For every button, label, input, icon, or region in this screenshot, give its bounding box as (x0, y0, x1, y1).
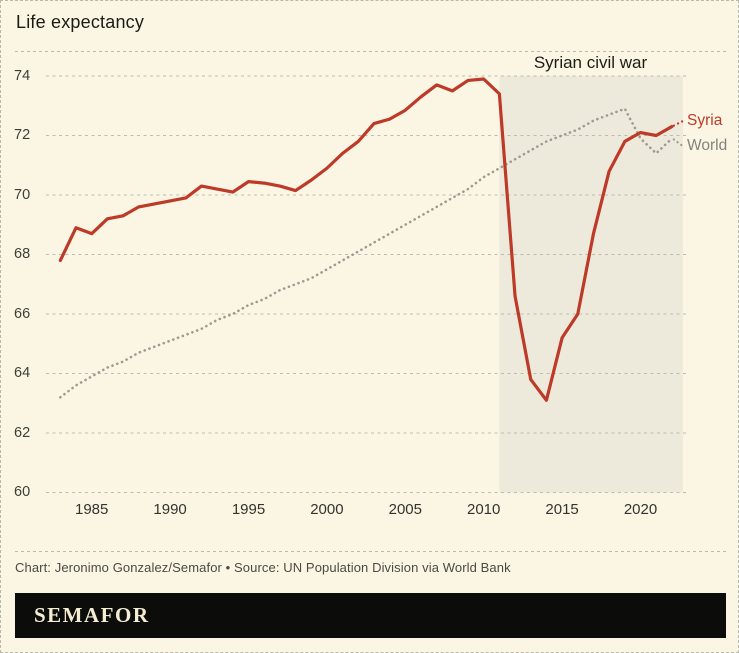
y-axis-label: 62 (14, 424, 31, 441)
x-axis-label: 2020 (623, 501, 658, 518)
x-axis-label: 2010 (467, 501, 501, 518)
x-axis-label: 1990 (153, 501, 187, 518)
footer-brand-bar: SEMAFOR (15, 593, 726, 638)
y-axis-label: 60 (14, 484, 31, 500)
title-separator (15, 51, 726, 52)
y-axis-label: 70 (14, 186, 31, 203)
x-axis-label: 2015 (545, 501, 579, 518)
chart-caption: Chart: Jeronimo Gonzalez/Semafor • Sourc… (15, 560, 511, 575)
syria-line (58, 77, 674, 402)
civil-war-annotation: Syrian civil war (533, 53, 648, 72)
x-axis-label: 1985 (75, 501, 109, 518)
caption-separator (15, 551, 726, 552)
civil-war-shaded-region (499, 76, 683, 493)
syria-series-label: Syria (687, 112, 723, 129)
world-series-label: World (687, 137, 728, 154)
x-axis-label: 1995 (231, 501, 266, 518)
y-axis-label: 64 (14, 365, 31, 381)
y-axis-label: 74 (14, 67, 31, 84)
page-title: Life expectancy (16, 12, 145, 32)
world-line (59, 107, 674, 399)
x-axis-label: 2000 (310, 501, 344, 518)
y-axis-label: 72 (14, 127, 31, 143)
y-axis-label: 68 (14, 246, 31, 262)
life-expectancy-line-chart (46, 75, 688, 493)
x-axis-label: 2005 (388, 501, 422, 518)
semafor-logo: SEMAFOR (34, 603, 150, 627)
y-axis-label: 66 (14, 305, 31, 322)
syria-label-leader (672, 119, 686, 127)
